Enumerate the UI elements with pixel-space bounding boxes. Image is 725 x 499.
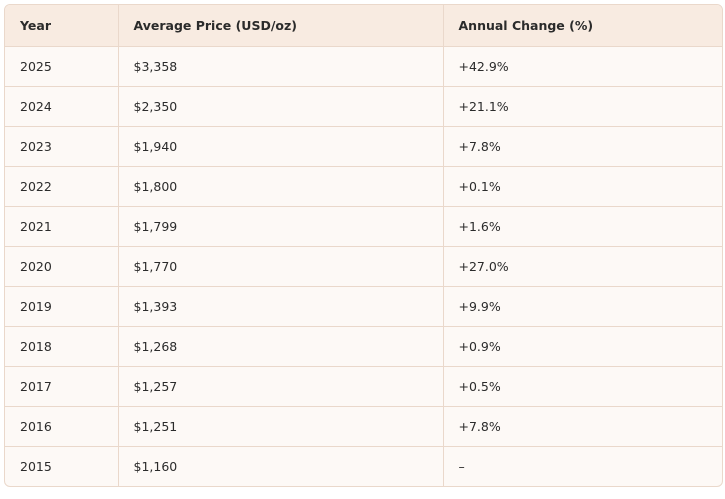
table-cell: +7.8%	[443, 126, 722, 167]
table-cell: +9.9%	[443, 286, 722, 327]
table-cell: +0.5%	[443, 366, 722, 407]
table-row: 2025 $3,358 +42.9%	[5, 46, 722, 87]
table-container: Year Average Price (USD/oz) Annual Change …	[4, 4, 723, 487]
table-row: 2023 $1,940 +7.8%	[5, 126, 722, 167]
header-cell: Year	[5, 5, 119, 47]
table-cell: 2024	[5, 86, 119, 127]
price-table: Year Average Price (USD/oz) Annual Change …	[5, 5, 722, 486]
table-cell: 2022	[5, 166, 119, 207]
table-body: 2025 $3,358 +42.9% 2024 $2,350 +21.1% 2023 $1,9…	[5, 46, 722, 486]
table-row: 2020 $1,770 +27.0%	[5, 246, 722, 287]
table-cell: +21.1%	[443, 86, 722, 127]
table-cell: 2020	[5, 246, 119, 287]
table-row: 2017 $1,257 +0.5%	[5, 366, 722, 407]
table-cell: $2,350	[118, 86, 444, 127]
table-cell: $1,940	[118, 126, 444, 167]
table-cell: 2015	[5, 446, 119, 486]
table-row: 2019 $1,393 +9.9%	[5, 286, 722, 327]
table-cell: 2017	[5, 366, 119, 407]
table-cell: 2025	[5, 46, 119, 87]
table-cell: +0.1%	[443, 166, 722, 207]
table-cell: 2023	[5, 126, 119, 167]
header-cell: Annual Change (%)	[443, 5, 722, 47]
table-cell: –	[458, 458, 465, 474]
table-cell: $3,358	[118, 46, 444, 87]
table-cell: $1,799	[118, 206, 444, 247]
table-row: 2022 $1,800 +0.1%	[5, 166, 722, 207]
table-cell: $1,800	[118, 166, 444, 207]
table-cell: +0.9%	[443, 326, 722, 367]
table-cell: $1,268	[118, 326, 444, 367]
header-cell: Average Price (USD/oz)	[118, 5, 444, 47]
table-cell: 2018	[5, 326, 119, 367]
table-cell: +42.9%	[443, 46, 722, 87]
table-cell: 2021	[5, 206, 119, 247]
table-row: 2016 $1,251 +7.8%	[5, 406, 722, 447]
header-row: Year Average Price (USD/oz) Annual Change …	[5, 5, 722, 47]
table-row: 2018 $1,268 +0.9%	[5, 326, 722, 367]
table-cell: $1,257	[118, 366, 444, 407]
table-cell: 2016	[5, 406, 119, 447]
table-cell: $1,393	[118, 286, 444, 327]
table-cell: $1,770	[118, 246, 444, 287]
table-cell: $1,160	[118, 446, 444, 486]
table-row: 2021 $1,799 +1.6%	[5, 206, 722, 247]
table-cell: +27.0%	[443, 246, 722, 287]
table-row: 2015 $1,160–	[5, 446, 722, 486]
table-cell: +7.8%	[443, 406, 722, 447]
table-head: Year Average Price (USD/oz) Annual Change …	[5, 5, 722, 47]
table-cell: 2019	[5, 286, 119, 327]
table-row: 2024 $2,350 +21.1%	[5, 86, 722, 127]
table-cell: +1.6%	[443, 206, 722, 247]
table-cell: $1,251	[118, 406, 444, 447]
